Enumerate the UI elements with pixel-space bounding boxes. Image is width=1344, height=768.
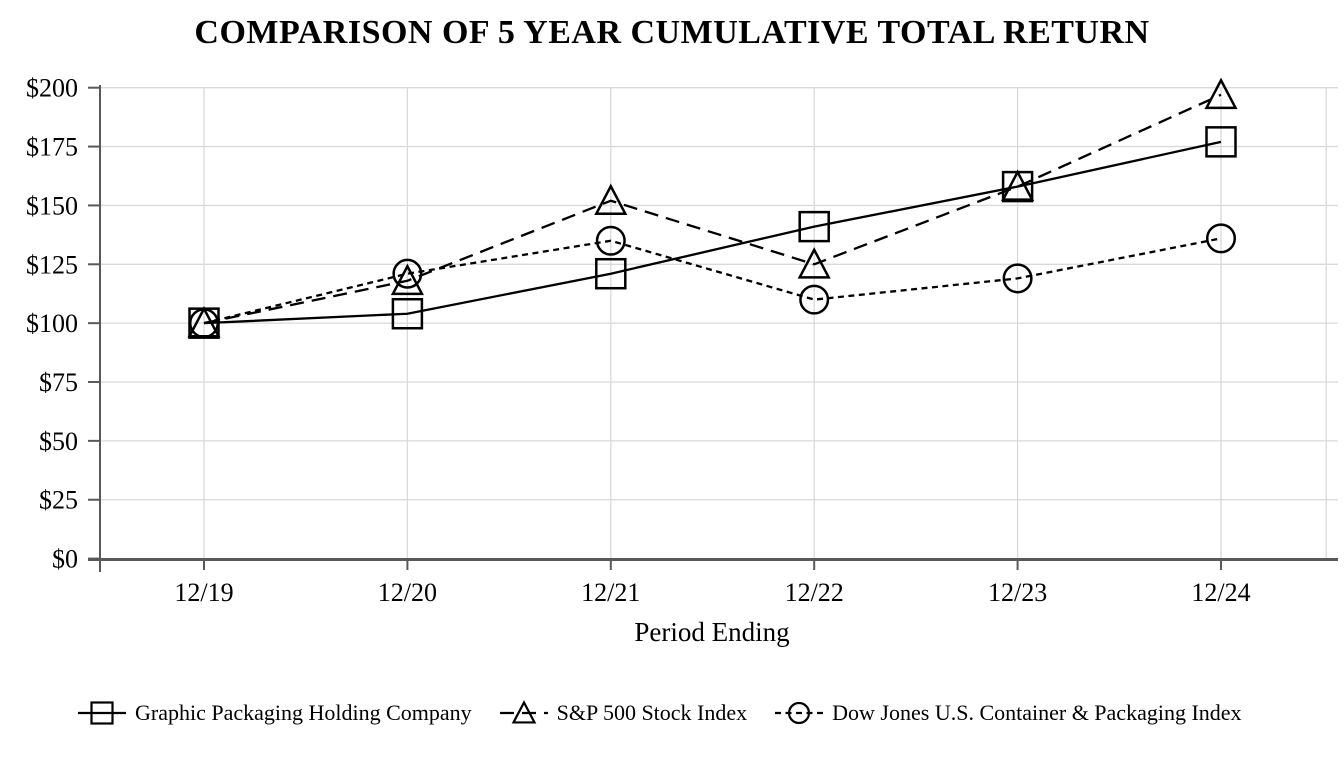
x-axis-title: Period Ending: [634, 617, 789, 647]
y-tick-label: $25: [39, 486, 78, 515]
square-marker-icon: [595, 257, 627, 290]
chart-title: COMPARISON OF 5 YEAR CUMULATIVE TOTAL RE…: [194, 14, 1150, 51]
axes: [88, 85, 1338, 572]
legend-item-3: Dow Jones U.S. Container & Packaging Ind…: [773, 697, 1242, 729]
y-tick-label: $150: [26, 191, 78, 220]
legend-marker: [775, 701, 824, 725]
y-tick-label: $75: [39, 368, 78, 397]
y-tick-label: $175: [26, 133, 78, 162]
axis-labels: $200 $175 $150 $125 $100 $75 $50 $25 $0 12/19 12/2…: [26, 74, 1251, 647]
square-marker-icon: [391, 297, 424, 330]
series-lines: [203, 93, 1222, 325]
y-tick-label: $200: [26, 74, 78, 103]
series-markers: [187, 77, 1238, 339]
square-marker-icon: [90, 701, 114, 725]
y-tick-label: $125: [26, 250, 78, 279]
triangle-marker-icon: [1001, 169, 1035, 201]
circle-marker-icon: [1205, 223, 1237, 254]
x-tick-label: 12/24: [1191, 578, 1250, 607]
square-marker-icon: [1205, 126, 1237, 158]
circle-marker-icon: [799, 284, 830, 315]
legend-label: Graphic Packaging Holding Company: [135, 700, 472, 725]
circle-marker-icon: [188, 308, 220, 339]
x-tick-label: 12/21: [581, 578, 640, 607]
circle-marker-icon: [1002, 263, 1033, 294]
y-tick-label: $0: [52, 545, 78, 574]
y-tick-label: $100: [26, 309, 78, 338]
plot-area: $200 $175 $150 $125 $100 $75 $50 $25 $0 12/19 12/2…: [26, 74, 1338, 647]
legend-item-2: S&P 500 Stock Index: [498, 697, 747, 729]
series-line: [203, 93, 1222, 325]
triangle-marker-icon: [511, 700, 536, 724]
triangle-marker-icon: [797, 247, 831, 279]
square-marker-icon: [798, 210, 830, 243]
triangle-marker-icon: [390, 263, 424, 296]
legend-item-1: Graphic Packaging Holding Company: [76, 697, 472, 729]
legend-marker: [78, 701, 126, 725]
y-tick-label: $50: [39, 427, 78, 456]
x-tick-label: 12/19: [174, 578, 233, 607]
circle-marker-icon: [595, 225, 626, 256]
legend-label: S&P 500 Stock Index: [556, 700, 748, 725]
x-tick-label: 12/22: [785, 578, 844, 607]
legend-marker: [499, 700, 548, 724]
circle-marker-icon: [392, 258, 423, 289]
x-tick-label: 12/23: [988, 578, 1047, 607]
gridlines: [100, 87, 1338, 560]
circle-marker-icon: [788, 701, 811, 725]
triangle-marker-icon: [594, 183, 628, 216]
series-line: [203, 140, 1222, 325]
x-tick-label: 12/20: [378, 578, 437, 607]
legend: Graphic Packaging Holding Company S&P 500…: [76, 697, 1242, 729]
legend-label: Dow Jones U.S. Container & Packaging Ind…: [832, 700, 1242, 725]
triangle-marker-icon: [1204, 77, 1238, 110]
series-line: [203, 237, 1222, 325]
